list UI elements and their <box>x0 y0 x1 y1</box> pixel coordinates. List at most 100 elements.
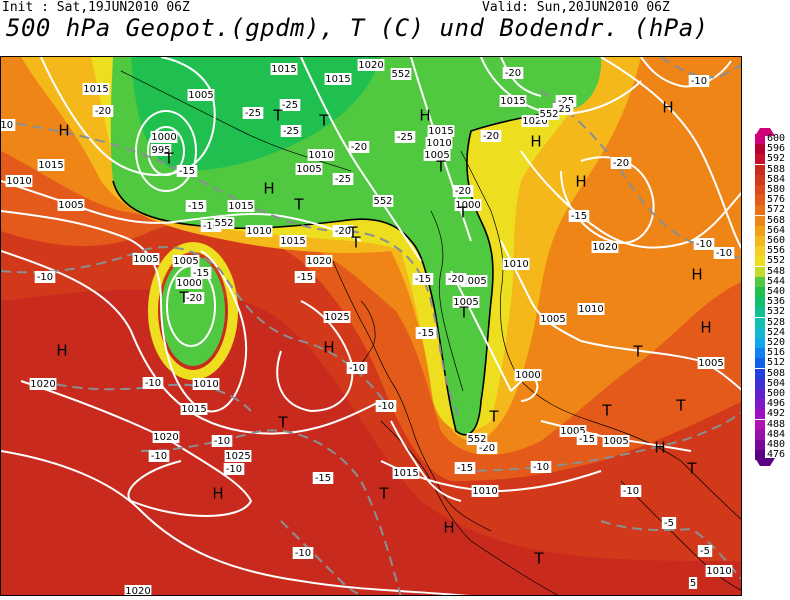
legend-label-484: 484 <box>767 428 786 440</box>
pressure-label: 1000 <box>514 369 542 381</box>
svg-text:H: H <box>654 439 665 457</box>
pressure-center-label: H <box>662 99 673 117</box>
temperature-label: -25 <box>394 131 416 143</box>
svg-text:552: 552 <box>467 434 486 445</box>
svg-text:-10: -10 <box>226 464 242 475</box>
pressure-label: 1020 <box>305 255 333 267</box>
svg-text:1020: 1020 <box>522 116 547 127</box>
temperature-label: -15 <box>312 472 334 484</box>
legend-swatch-580 <box>755 185 765 195</box>
pressure-label: 1005 <box>187 89 215 101</box>
pressure-center-label: T <box>378 485 389 503</box>
svg-text:T: T <box>318 112 329 130</box>
legend-label-548: 548 <box>767 265 786 277</box>
chart-title: 500 hPa Geopot.(gpdm), T (C) und Bodendr… <box>6 14 709 42</box>
svg-text:H: H <box>58 122 69 140</box>
legend-swatch-528 <box>755 317 765 328</box>
svg-text:1020: 1020 <box>153 432 178 443</box>
temperature-label: -20 <box>502 67 524 79</box>
legend-swatch-576 <box>755 195 765 206</box>
svg-text:H: H <box>575 173 586 191</box>
legend-label-528: 528 <box>767 316 786 328</box>
svg-text:H: H <box>419 107 430 125</box>
legend-swatch-568 <box>755 215 765 226</box>
legend-swatch-588 <box>755 164 765 175</box>
legend-label-508: 508 <box>767 367 786 379</box>
svg-text:552: 552 <box>373 196 392 207</box>
pressure-center-label: T <box>163 150 174 168</box>
svg-text:1020: 1020 <box>306 256 331 267</box>
pressure-center-label: H <box>212 485 223 503</box>
pressure-center-label: T <box>457 204 468 222</box>
geopotential-label: 552 <box>372 195 394 207</box>
pressure-center-label: T <box>350 234 361 252</box>
svg-text:1015: 1015 <box>271 64 296 75</box>
svg-text:1005: 1005 <box>603 436 628 447</box>
svg-text:T: T <box>435 158 446 176</box>
pressure-label: 1015 <box>82 83 110 95</box>
pressure-center-label: H <box>691 266 702 284</box>
legend-swatch-476 <box>755 450 765 461</box>
legend-swatch-508 <box>755 368 765 379</box>
svg-text:-20: -20 <box>186 293 202 304</box>
pressure-label: 1005 <box>295 163 323 175</box>
legend-label-568: 568 <box>767 214 786 226</box>
pressure-label: 1005 <box>697 357 725 369</box>
svg-text:-15: -15 <box>415 274 431 285</box>
svg-text:-25: -25 <box>335 174 351 185</box>
temperature-label: -15 <box>176 165 198 177</box>
svg-text:-10: -10 <box>696 239 712 250</box>
pressure-label: 1020 <box>357 59 385 71</box>
pressure-center-label: H <box>575 173 586 191</box>
svg-text:T: T <box>601 402 612 420</box>
temperature-labels: -20 -25-25-25-20-25-25 -20-20-25-25-20-15-… <box>1 67 735 559</box>
legend-label-556: 556 <box>767 245 786 257</box>
svg-text:-20: -20 <box>505 68 521 79</box>
pressure-center-label: T <box>435 158 446 176</box>
legend-swatch-592 <box>755 154 765 165</box>
svg-text:1015: 1015 <box>500 96 525 107</box>
legend-label-584: 584 <box>767 173 786 185</box>
legend-swatch-560 <box>755 236 765 246</box>
geopotential-label: 552 <box>213 217 235 229</box>
legend-swatch-504 <box>755 378 765 389</box>
temperature-label: -15 <box>415 327 437 339</box>
pressure-center-label: T <box>293 196 304 214</box>
svg-text:H: H <box>662 99 673 117</box>
legend-swatch-496 <box>755 399 765 410</box>
pressure-label: 1005 <box>132 253 160 265</box>
legend-label-560: 560 <box>767 235 786 246</box>
svg-text:1005: 1005 <box>424 150 449 161</box>
svg-text:-25: -25 <box>558 96 574 107</box>
svg-text:-15: -15 <box>571 211 587 222</box>
svg-text:1020: 1020 <box>30 379 55 390</box>
legend-swatch-532 <box>755 307 765 318</box>
temperature-label: -10 <box>346 362 368 374</box>
pressure-center-label: H <box>530 133 541 151</box>
svg-text:1025: 1025 <box>324 312 349 323</box>
svg-text:-10: -10 <box>378 401 394 412</box>
legend-label-572: 572 <box>767 204 786 216</box>
legend-label-516: 516 <box>767 347 786 359</box>
temperature-label: -10 <box>34 271 56 283</box>
legend-swatch-584 <box>755 174 765 185</box>
svg-text:1005: 1005 <box>296 164 321 175</box>
pressure-center-label: T <box>632 343 643 361</box>
temperature-label: -25 <box>280 125 302 137</box>
coastlines <box>120 70 741 595</box>
pressure-label: 1015 <box>279 235 307 247</box>
pressure-label: 1005 <box>452 296 480 308</box>
temperature-label: -20 <box>348 141 370 153</box>
svg-text:1015: 1015 <box>38 160 63 171</box>
legend-label-532: 532 <box>767 306 786 318</box>
svg-text:1015: 1015 <box>228 201 253 212</box>
pressure-center-label: T <box>272 107 283 125</box>
init-time: Init : Sat,19JUN2010 06Z <box>2 0 190 15</box>
svg-text:-10: -10 <box>623 486 639 497</box>
legend-label-592: 592 <box>767 153 786 165</box>
legend-label-552: 552 <box>767 255 786 267</box>
svg-text:-10: -10 <box>203 221 219 232</box>
svg-text:T: T <box>488 408 499 426</box>
legend-label-536: 536 <box>767 296 786 308</box>
svg-text:1000: 1000 <box>515 370 540 381</box>
